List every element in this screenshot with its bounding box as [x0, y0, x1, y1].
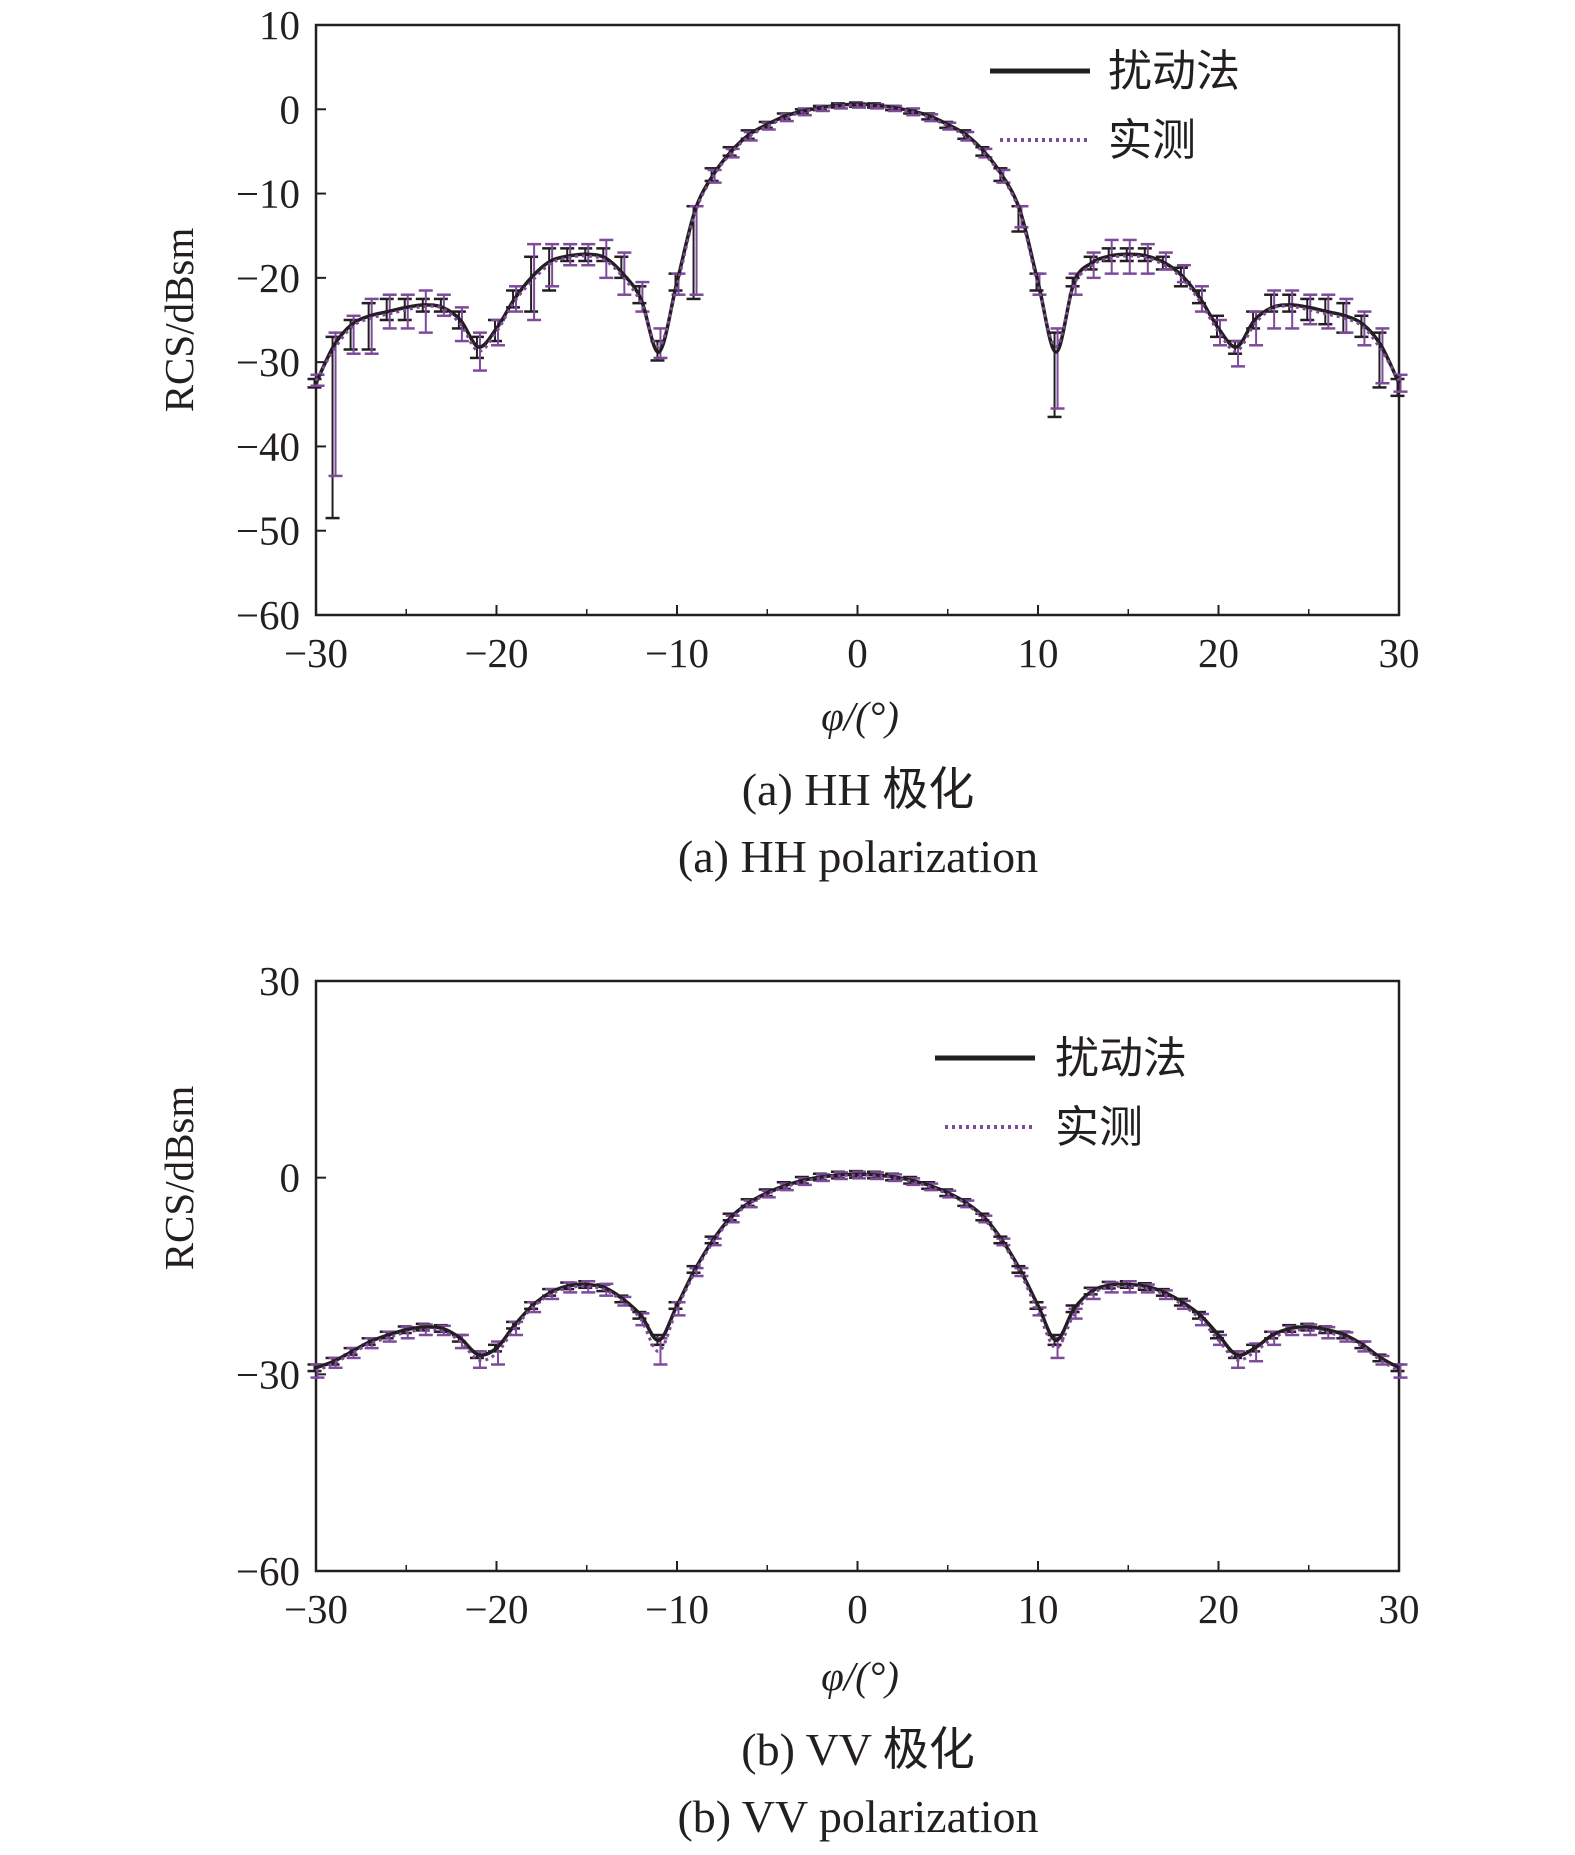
x-tick-label: 20 [1198, 1586, 1239, 1632]
x-tick-label: −30 [284, 630, 348, 676]
error-bar [527, 242, 542, 322]
x-tick-label: 20 [1198, 630, 1239, 676]
y-tick-label: −40 [236, 423, 300, 469]
y-tick-label: −50 [236, 508, 300, 554]
x-axis-title-vv: φ/(°) [821, 1653, 899, 1699]
error-bar [545, 242, 560, 288]
caption-en-hh: (a) HH polarization [678, 831, 1038, 882]
error-bar [1086, 251, 1101, 280]
x-tick-label: −20 [464, 1586, 528, 1632]
error-bar [436, 293, 451, 318]
error-bar [364, 297, 379, 355]
y-axis-title-vv: RCS/dBsm [156, 1086, 202, 1271]
plot-frame-hh [314, 23, 1401, 617]
error-bars-hh [307, 101, 1408, 520]
error-bar [379, 297, 394, 322]
legend-vv: 扰动法 实测 [935, 1033, 1187, 1153]
legend-hh: 扰动法 实测 [990, 46, 1240, 166]
legend-label-model-hh: 扰动法 [1108, 46, 1240, 97]
legend-label-measured-vv: 实测 [1055, 1102, 1143, 1153]
error-bar [400, 293, 415, 330]
y-tick-label: 10 [259, 2, 300, 48]
legend-label-model-vv: 扰动法 [1055, 1033, 1187, 1084]
y-tick-label: −30 [236, 339, 300, 385]
series-lines-vv [315, 1172, 1400, 1373]
caption-cn-hh: (a) HH 极化 [742, 764, 975, 815]
error-bar [1140, 242, 1155, 275]
error-bar [1354, 314, 1369, 339]
x-tick-label: 10 [1018, 1586, 1059, 1632]
error-bar [325, 335, 340, 520]
caption-en-vv: (b) VV polarization [677, 1791, 1038, 1842]
series-lines-hh [314, 102, 1401, 384]
y-tick-label: 0 [280, 86, 301, 132]
x-tick-label: 0 [847, 630, 868, 676]
error-bar [361, 301, 376, 351]
error-bar [1300, 297, 1315, 322]
x-tick-label: −30 [284, 1586, 348, 1632]
y-tick-label: 0 [280, 1155, 301, 1201]
error-bar [1267, 289, 1282, 330]
plot-frame-vv [314, 979, 1401, 1573]
error-bar [1375, 327, 1390, 385]
x-tick-label: −10 [645, 1586, 709, 1632]
caption-cn-vv: (b) VV 极化 [741, 1724, 974, 1775]
error-bar [524, 255, 539, 313]
y-tick-label: −30 [236, 1351, 300, 1397]
series-line-model [315, 1172, 1400, 1370]
error-bar [418, 289, 433, 334]
x-tick-label: 0 [847, 1586, 868, 1632]
series-line-measured [314, 103, 1401, 382]
y-tick-label: 30 [259, 958, 300, 1004]
x-tick-label: −10 [645, 630, 709, 676]
error-bar [1285, 289, 1300, 330]
plot-frame [314, 23, 1401, 617]
error-bar [328, 331, 343, 478]
x-tick-label: 30 [1379, 630, 1420, 676]
legend-label-measured-hh: 实测 [1108, 115, 1196, 166]
series-line-measured [315, 1173, 1400, 1373]
x-axis-title-hh: φ/(°) [821, 693, 899, 739]
y-tick-label: −60 [236, 592, 300, 638]
x-tick-label: −20 [464, 630, 528, 676]
error-bar [1122, 238, 1137, 275]
y-tick-label: −10 [236, 171, 300, 217]
chart-panel-hh: −30 −20 −10 0 10 20 30 10 0 −10 −20 −30 −40 −50 −60 RC… [156, 2, 1420, 882]
axis-ticks-hh: −30 −20 −10 0 10 20 30 10 0 −10 −20 −30 −40 −50 −60 [236, 2, 1420, 676]
y-axis-title-hh: RCS/dBsm [156, 228, 202, 413]
y-tick-label: −20 [236, 255, 300, 301]
error-bar [542, 247, 557, 292]
x-tick-label: 30 [1379, 1586, 1420, 1632]
x-tick-label: 10 [1018, 630, 1059, 676]
plot-frame [314, 979, 1401, 1573]
y-tick-label: −60 [236, 1548, 300, 1594]
error-bars-vv [307, 1169, 1408, 1379]
